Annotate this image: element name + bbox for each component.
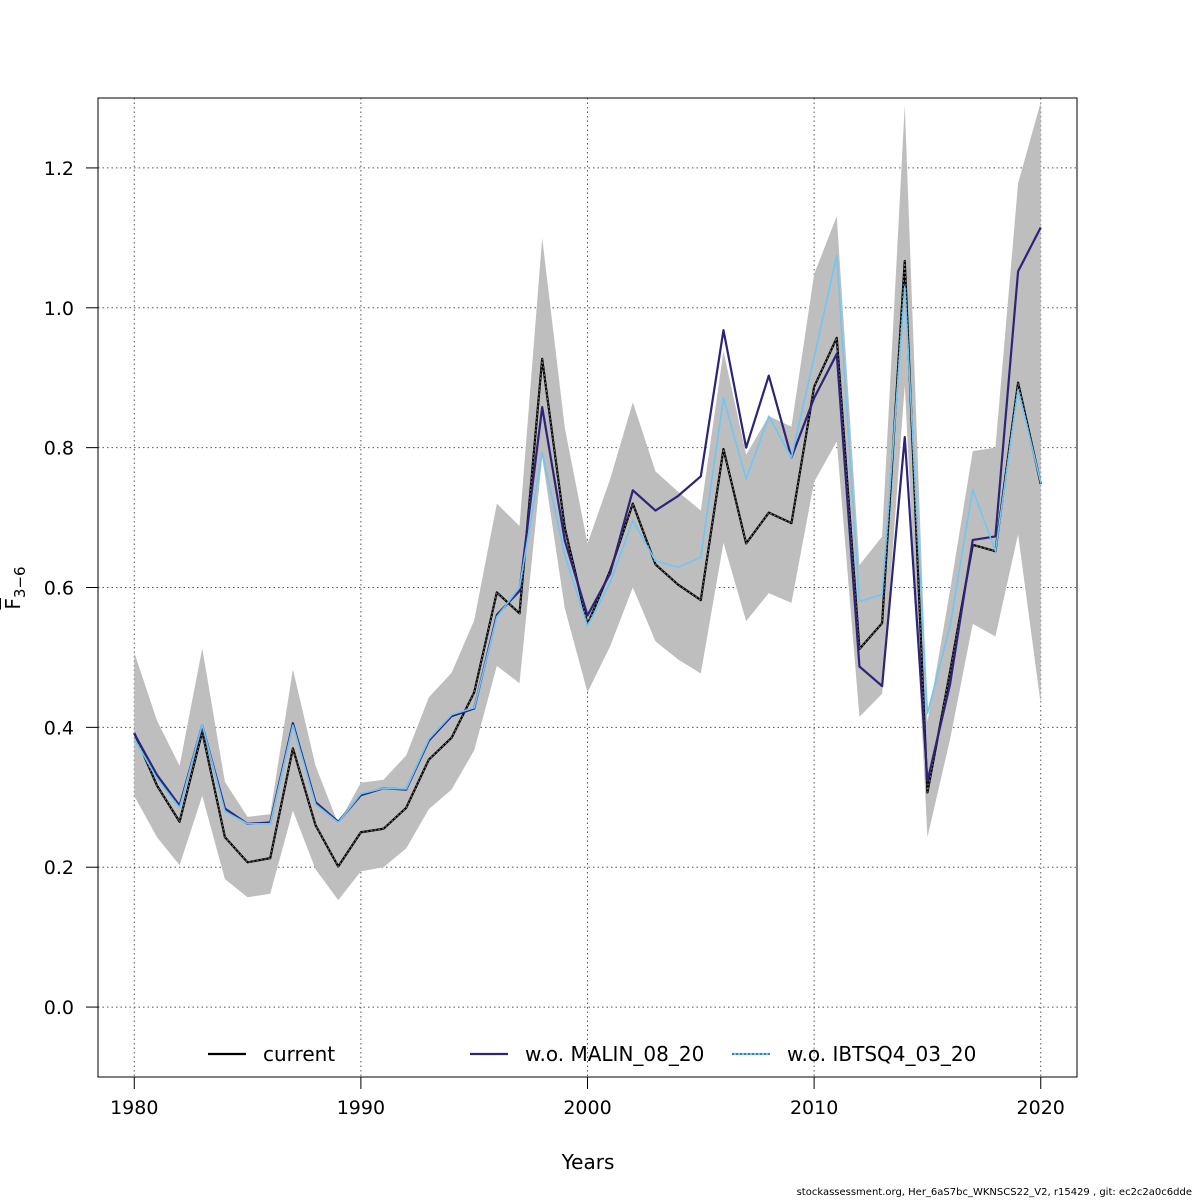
legend-label-2: w.o. IBTSQ4_03_20 [787,1042,976,1066]
y-tick-label: 0.2 [44,857,74,879]
x-tick-label: 1990 [337,1097,385,1119]
legend-label-0: current [263,1042,335,1066]
y-axis: 0.0 0.2 0.4 0.6 0.8 1.0 1.2 [44,158,98,1019]
y-tick-label: 1.2 [44,158,74,180]
x-tick-label: 1980 [110,1097,158,1119]
confidence-band [134,102,1041,901]
y-tick-label: 1.0 [44,298,74,320]
footer-credit: stockassessment.org, Her_6aS7bc_WKNSCS22… [796,1187,1192,1198]
y-axis-label: F3−6 [1,566,29,609]
x-tick-label: 2000 [563,1097,611,1119]
x-axis-label: Years [561,1150,615,1174]
y-tick-label: 0.0 [44,997,74,1019]
series-lines [133,226,1042,868]
series-line-0-dots [133,260,1042,868]
series-line-2 [133,254,1042,825]
y-tick-label: 0.6 [44,578,74,600]
legend-label-1: w.o. MALIN_08_20 [525,1042,704,1066]
y-axis-title: F3−6 [1,566,29,609]
x-tick-label: 2020 [1017,1097,1065,1119]
x-axis: 1980 1990 2000 2010 2020 [110,1077,1065,1119]
y-tick-label: 0.4 [44,717,74,739]
x-tick-label: 2010 [790,1097,838,1119]
legend: current w.o. MALIN_08_20 w.o. IBTSQ4_03_20 [208,1042,976,1066]
confidence-band-area [134,102,1041,901]
y-tick-label: 0.8 [44,438,74,460]
